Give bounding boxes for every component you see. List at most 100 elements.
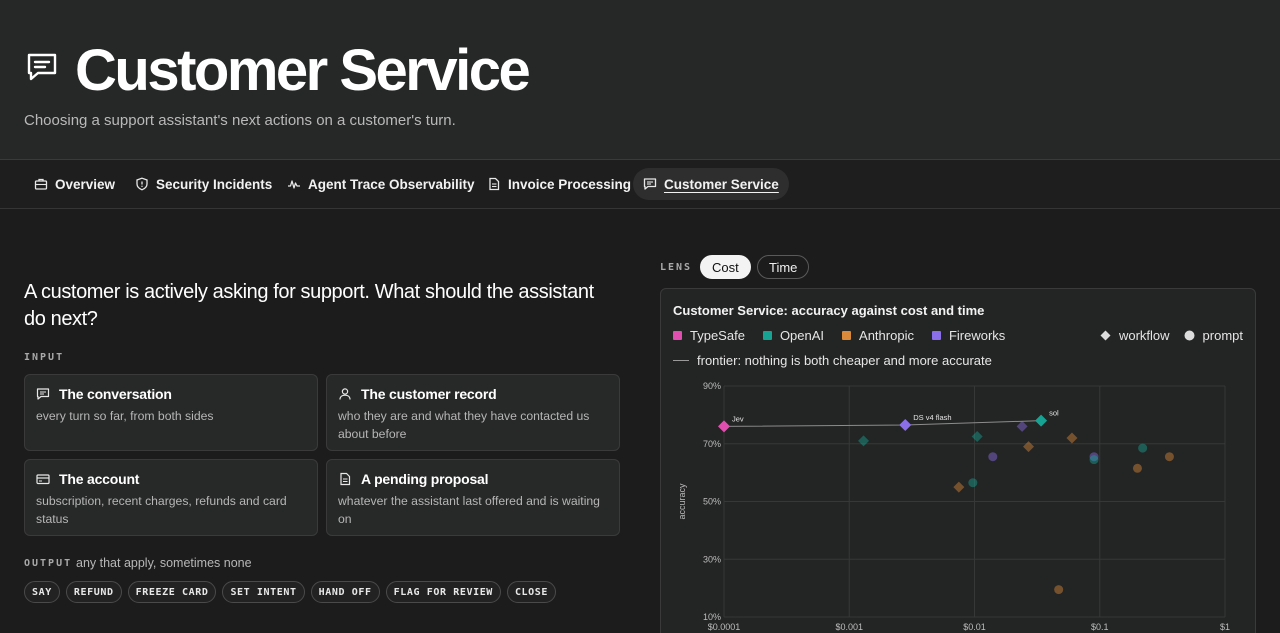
page-subtitle: Choosing a support assistant's next acti…	[24, 112, 456, 129]
tab-customer-service[interactable]: Customer Service	[633, 168, 789, 200]
frontier-legend: frontier: nothing is both cheaper and mo…	[673, 353, 992, 368]
scatter-plot: $0.0001 $0.001 $0.01 $0.1 $1 10% 30% 50% 70% 90% a…	[677, 381, 1230, 632]
output-action-chips: SAY REFUND FREEZE CARD SET INTENT HAND O…	[24, 581, 557, 603]
data-point-fireworks-workflow	[899, 418, 912, 431]
tab-security-incidents[interactable]: Security Incidents	[125, 168, 282, 200]
data-point-fireworks-workflow	[1016, 420, 1028, 432]
tab-bar: Overview Security Incidents Agent Trace …	[0, 160, 1280, 209]
legend-label: prompt	[1202, 328, 1243, 343]
chart-title: Customer Service: accuracy against cost …	[673, 303, 985, 318]
shape-legend: workflow prompt	[1100, 328, 1243, 343]
circle-icon	[1184, 330, 1195, 341]
tab-label: Security Incidents	[156, 176, 273, 192]
x-tick-label: $0.1	[1091, 622, 1109, 632]
output-note: any that apply, sometimes none	[76, 556, 252, 570]
lens-cost-button[interactable]: Cost	[700, 255, 751, 279]
x-tick-label: $0.01	[963, 622, 986, 632]
y-tick-label: 10%	[703, 612, 721, 622]
legend-label: TypeSafe	[690, 328, 745, 343]
chip-freeze-card[interactable]: FREEZE CARD	[127, 581, 217, 603]
data-point-openai-prompt	[1138, 443, 1148, 453]
output-section-label: OUTPUT	[24, 558, 73, 569]
tab-invoice-processing[interactable]: Invoice Processing	[477, 168, 641, 200]
data-point-openai-prompt	[968, 478, 978, 488]
provider-legend: TypeSafe OpenAI Anthropic Fireworks	[673, 328, 1005, 343]
chip-close[interactable]: CLOSE	[506, 581, 557, 603]
input-card-account: The account subscription, recent charges…	[24, 459, 318, 536]
data-point-openai-prompt	[1089, 455, 1099, 465]
tab-label: Invoice Processing	[508, 176, 632, 192]
data-point-fireworks-prompt	[988, 452, 998, 462]
card-title: The customer record	[361, 386, 497, 402]
y-tick-label: 50%	[703, 497, 721, 507]
data-point-label: DS v4 flash	[913, 413, 951, 422]
file-text-icon	[340, 472, 351, 486]
lens-time-button[interactable]: Time	[757, 255, 810, 279]
scenario-question: A customer is actively asking for suppor…	[24, 281, 594, 330]
data-point-typesafe-workflow	[718, 420, 730, 433]
tab-label: Agent Trace Observability	[308, 176, 475, 192]
tab-agent-trace-observability[interactable]: Agent Trace Observability	[277, 168, 485, 200]
frontier-line-swatch	[673, 360, 689, 361]
tab-overview[interactable]: Overview	[24, 168, 125, 200]
legend-item-prompt: prompt	[1184, 328, 1243, 343]
legend-label: Fireworks	[948, 328, 1006, 343]
x-tick-label: $0.0001	[708, 622, 741, 632]
legend-label: workflow	[1118, 328, 1170, 343]
y-tick-label: 30%	[703, 554, 721, 564]
data-point-openai-workflow	[971, 431, 983, 443]
activity-icon	[288, 180, 300, 189]
chip-flag-for-review[interactable]: FLAG FOR REVIEW	[385, 581, 501, 603]
card-description: subscription, recent charges, refunds an…	[36, 494, 287, 526]
input-card-customer-record: The customer record who they are and wha…	[326, 374, 620, 451]
card-description: who they are and what they have contacte…	[338, 409, 590, 441]
frontier-label: frontier: nothing is both cheaper and mo…	[697, 353, 992, 368]
x-tick-label: $1	[1220, 622, 1230, 632]
chip-refund[interactable]: REFUND	[65, 581, 122, 603]
user-icon	[339, 388, 351, 400]
tab-label: Overview	[55, 176, 116, 192]
card-title: The account	[59, 471, 140, 487]
legend-item-typesafe[interactable]: TypeSafe	[673, 328, 745, 343]
legend-item-openai[interactable]: OpenAI	[762, 328, 825, 343]
hero-header: Customer Service Choosing a support assi…	[0, 0, 1280, 160]
data-point-anthropic-workflow	[1066, 432, 1078, 444]
tab-label: Customer Service	[664, 176, 779, 192]
y-tick-label: 70%	[703, 439, 721, 449]
legend-swatch	[673, 331, 682, 340]
chart-panel: Customer Service: accuracy against cost …	[660, 288, 1256, 633]
input-card-conversation: The conversation every turn so far, from…	[24, 374, 318, 451]
data-point-label: sol	[1049, 409, 1059, 418]
frontier-line	[723, 420, 1042, 427]
legend-item-anthropic[interactable]: Anthropic	[842, 328, 914, 343]
chip-hand-off[interactable]: HAND OFF	[310, 581, 380, 603]
card-title: A pending proposal	[361, 471, 489, 487]
legend-item-fireworks[interactable]: Fireworks	[931, 328, 1006, 343]
chip-set-intent[interactable]: SET INTENT	[222, 581, 305, 603]
data-point-anthropic-prompt	[1054, 585, 1064, 595]
file-icon	[489, 177, 500, 191]
x-tick-label: $0.001	[835, 622, 863, 632]
data-point-anthropic-workflow	[953, 481, 965, 493]
diamond-icon	[1100, 330, 1111, 341]
chip-say[interactable]: SAY	[24, 581, 60, 603]
input-section-label: INPUT	[24, 352, 65, 363]
message-square-icon	[643, 178, 657, 190]
y-axis-label: accuracy	[677, 483, 687, 520]
data-point-openai-workflow	[1035, 414, 1048, 427]
legend-label: OpenAI	[779, 328, 825, 343]
legend-swatch	[931, 331, 941, 340]
legend-label: Anthropic	[859, 328, 914, 343]
message-square-icon	[27, 53, 57, 81]
data-point-openai-workflow	[858, 435, 870, 447]
card-description: every turn so far, from both sides	[36, 409, 214, 423]
briefcase-icon	[34, 178, 48, 190]
page-title: Customer Service	[75, 38, 531, 103]
data-point-fireworks-prompt	[1089, 452, 1099, 462]
message-square-icon	[36, 388, 50, 400]
y-tick-label: 90%	[703, 381, 721, 391]
data-point-label: Jev	[732, 414, 744, 423]
legend-swatch	[842, 331, 852, 340]
legend-swatch	[762, 331, 772, 340]
shield-icon	[136, 177, 148, 191]
